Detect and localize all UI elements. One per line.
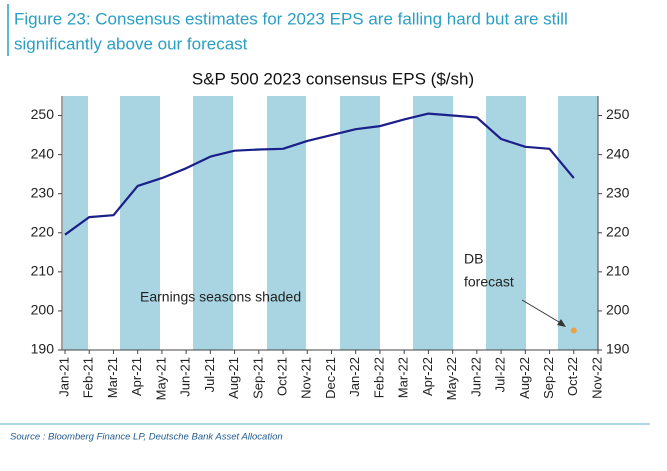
x-tick-label: Sep-21 [250,357,265,399]
x-tick-label: Jul-21 [202,357,217,392]
shade [120,96,160,350]
source-note: Source : Bloomberg Finance LP, Deutsche … [10,432,283,443]
x-tick-label: Aug-22 [517,357,532,399]
annotation: forecast [464,274,514,290]
x-tick-label: May-22 [444,357,459,400]
x-tick-label: May-21 [153,357,168,400]
y-tick-label: 200 [31,302,55,318]
shade [486,96,526,350]
x-tick-label: Oct-21 [274,357,289,396]
x-tick-label: Jun-22 [468,357,483,397]
annotation-arrow [521,299,565,326]
annotation: Earnings seasons shaded [140,289,301,305]
y-tick-label: 240 [31,145,55,161]
shade [558,96,598,350]
figure-caption: Figure 23: Consensus estimates for 2023 … [14,9,568,28]
x-tick-label: Oct-22 [565,357,580,396]
x-tick-label: Feb-21 [81,357,96,398]
y-tick-label: 190 [31,341,55,357]
x-tick-label: Apr-21 [129,357,144,396]
x-tick-label: Jul-22 [493,357,508,392]
shade [267,96,306,350]
shade [340,96,380,350]
x-tick-label: Sep-22 [541,357,556,399]
x-tick-label: Jun-21 [178,357,193,397]
x-tick-label: Dec-21 [323,357,338,399]
arrow-head [557,319,566,327]
chart-title: S&P 500 2023 consensus EPS ($/sh) [192,69,474,88]
y2-tick-label: 210 [606,263,630,279]
y2-tick-label: 200 [606,302,630,318]
x-tick-label: Feb-22 [371,357,386,398]
y2-tick-label: 250 [606,106,630,122]
x-tick-label: Aug-21 [226,357,241,399]
x-tick-label: Jan-22 [347,357,362,397]
x-tick-label: Jan-21 [56,357,71,397]
shade [193,96,233,350]
y-tick-label: 210 [31,263,55,279]
y2-tick-label: 230 [606,184,630,200]
y2-tick-label: 220 [606,223,630,239]
annotation: DB [464,251,483,267]
forecast-point [570,327,577,334]
y2-tick-label: 240 [606,145,630,161]
x-tick-label: Mar-21 [105,357,120,398]
shade [413,96,453,350]
y-tick-label: 250 [31,106,55,122]
y2-tick-label: 190 [606,341,630,357]
y-tick-label: 230 [31,184,55,200]
x-tick-label: Apr-22 [420,357,435,396]
shade [63,96,88,350]
x-tick-label: Mar-22 [396,357,411,398]
earnings-season-shading [63,96,598,350]
figure-caption: significantly above our forecast [14,34,248,53]
x-tick-label: Nov-22 [589,357,604,399]
y-tick-label: 220 [31,223,55,239]
x-tick-label: Nov-21 [299,357,314,399]
eps-line [64,112,575,236]
